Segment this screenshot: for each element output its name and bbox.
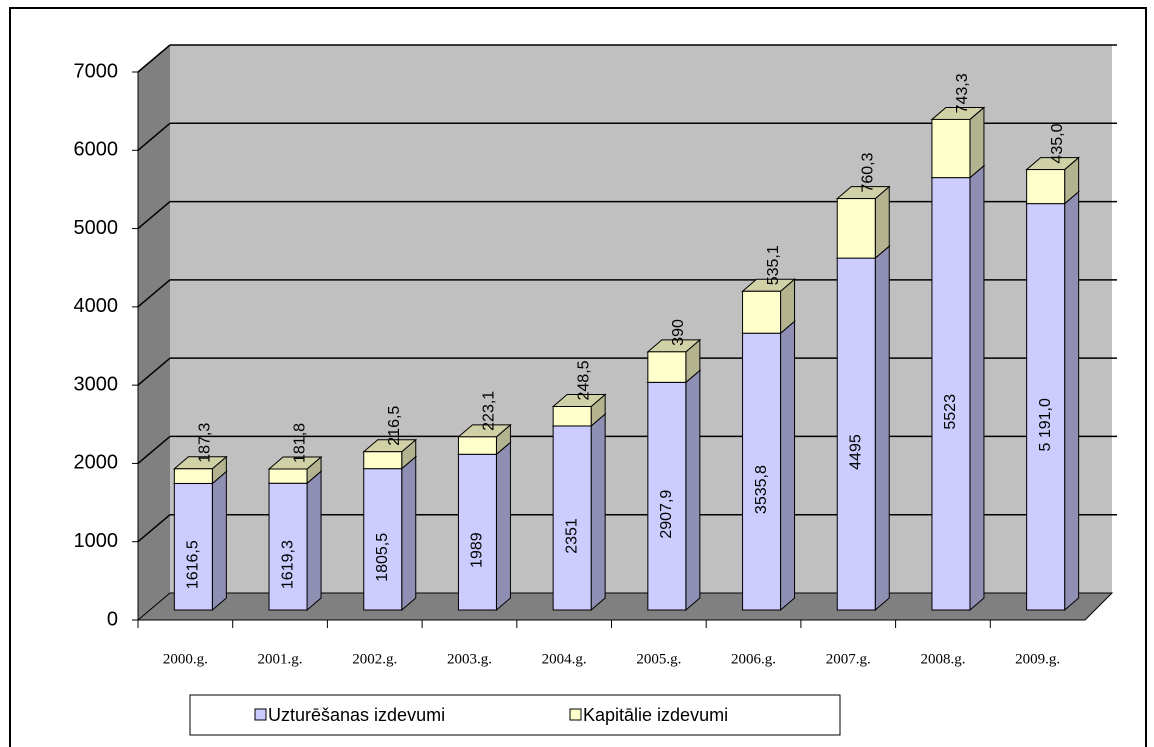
value-label: 435,0: [1049, 123, 1066, 163]
x-tick-label: 2001.g.: [258, 651, 303, 667]
value-label: 248,5: [575, 360, 592, 400]
bar: [457, 453, 497, 611]
value-label: 2907,9: [658, 490, 675, 539]
bar: [363, 451, 403, 470]
y-tick-label: 6000: [74, 139, 119, 161]
value-label: 1619,3: [279, 540, 296, 589]
x-tick-label: 2006.g.: [731, 651, 776, 667]
x-tick-label: 2004.g.: [542, 651, 587, 667]
x-tick-label: 2005.g.: [636, 651, 681, 667]
bar-side: [685, 369, 701, 612]
value-label: 187,3: [197, 423, 214, 463]
bar: [742, 332, 782, 611]
x-tick-label: 2002.g.: [352, 651, 397, 667]
x-tick-label: 2003.g.: [447, 651, 492, 667]
x-tick-label: 2007.g.: [826, 651, 871, 667]
value-label: 535,1: [765, 245, 782, 285]
bar-side: [211, 470, 227, 612]
bar-side: [780, 320, 796, 612]
x-tick-label: 2000.g.: [163, 651, 208, 667]
bar: [552, 425, 592, 611]
x-tick-label: 2009.g.: [1015, 651, 1060, 667]
bar-side: [401, 455, 417, 612]
value-label: 760,3: [859, 152, 876, 192]
y-tick-label: 0: [107, 608, 118, 630]
grid-line: [137, 44, 171, 73]
grid-line: [137, 279, 171, 308]
grid-line: [137, 357, 171, 386]
y-tick-label: 4000: [74, 295, 119, 317]
grid-line: [137, 514, 171, 543]
value-label: 5 191,0: [1037, 398, 1054, 451]
y-tick-label: 1000: [74, 530, 119, 552]
bar-side: [1064, 190, 1080, 612]
value-label: 4495: [847, 434, 864, 470]
bar: [552, 405, 592, 427]
value-label: 5523: [942, 394, 959, 430]
value-label: 223,1: [481, 391, 498, 431]
value-label: 743,3: [954, 73, 971, 113]
bar: [173, 468, 213, 484]
y-tick-label: 3000: [74, 373, 119, 395]
bar: [742, 290, 782, 334]
y-tick-label: 2000: [74, 452, 119, 474]
value-label: 390: [670, 319, 687, 346]
bar: [268, 482, 308, 611]
y-tick-label: 7000: [74, 60, 119, 82]
bar: [836, 257, 876, 611]
bar: [931, 177, 971, 611]
bar: [1026, 203, 1066, 611]
bar: [457, 436, 497, 455]
bar: [647, 381, 687, 611]
legend-label: Kapitālie izdevumi: [583, 705, 728, 725]
bar-side: [495, 441, 511, 612]
bar: [647, 351, 687, 383]
grid-line: [137, 122, 171, 151]
value-label: 1989: [469, 532, 486, 568]
bar: [363, 468, 403, 611]
x-tick-label: 2008.g.: [920, 651, 965, 667]
bar: [931, 118, 971, 179]
bar: [173, 482, 213, 611]
bar-side: [874, 245, 890, 612]
y-tick-label: 5000: [74, 217, 119, 239]
bar: [1026, 169, 1066, 205]
value-label: 3535,8: [753, 465, 770, 514]
legend-swatch: [569, 708, 582, 721]
bar: [268, 468, 308, 484]
legend-swatch: [254, 708, 267, 721]
value-label: 2351: [563, 518, 580, 554]
side-wall: [138, 45, 170, 620]
bar: [836, 198, 876, 259]
value-label: 216,5: [386, 406, 403, 446]
grid-line: [137, 435, 171, 465]
bar-side: [590, 412, 606, 612]
legend: [189, 694, 841, 736]
bar-side: [969, 164, 985, 612]
grid-line: [137, 200, 171, 230]
legend-label: Uzturēšanas izdevumi: [268, 705, 445, 725]
value-label: 1616,5: [185, 540, 202, 589]
value-label: 181,8: [291, 423, 308, 463]
value-label: 1805,5: [374, 533, 391, 582]
bar-side: [306, 470, 322, 612]
